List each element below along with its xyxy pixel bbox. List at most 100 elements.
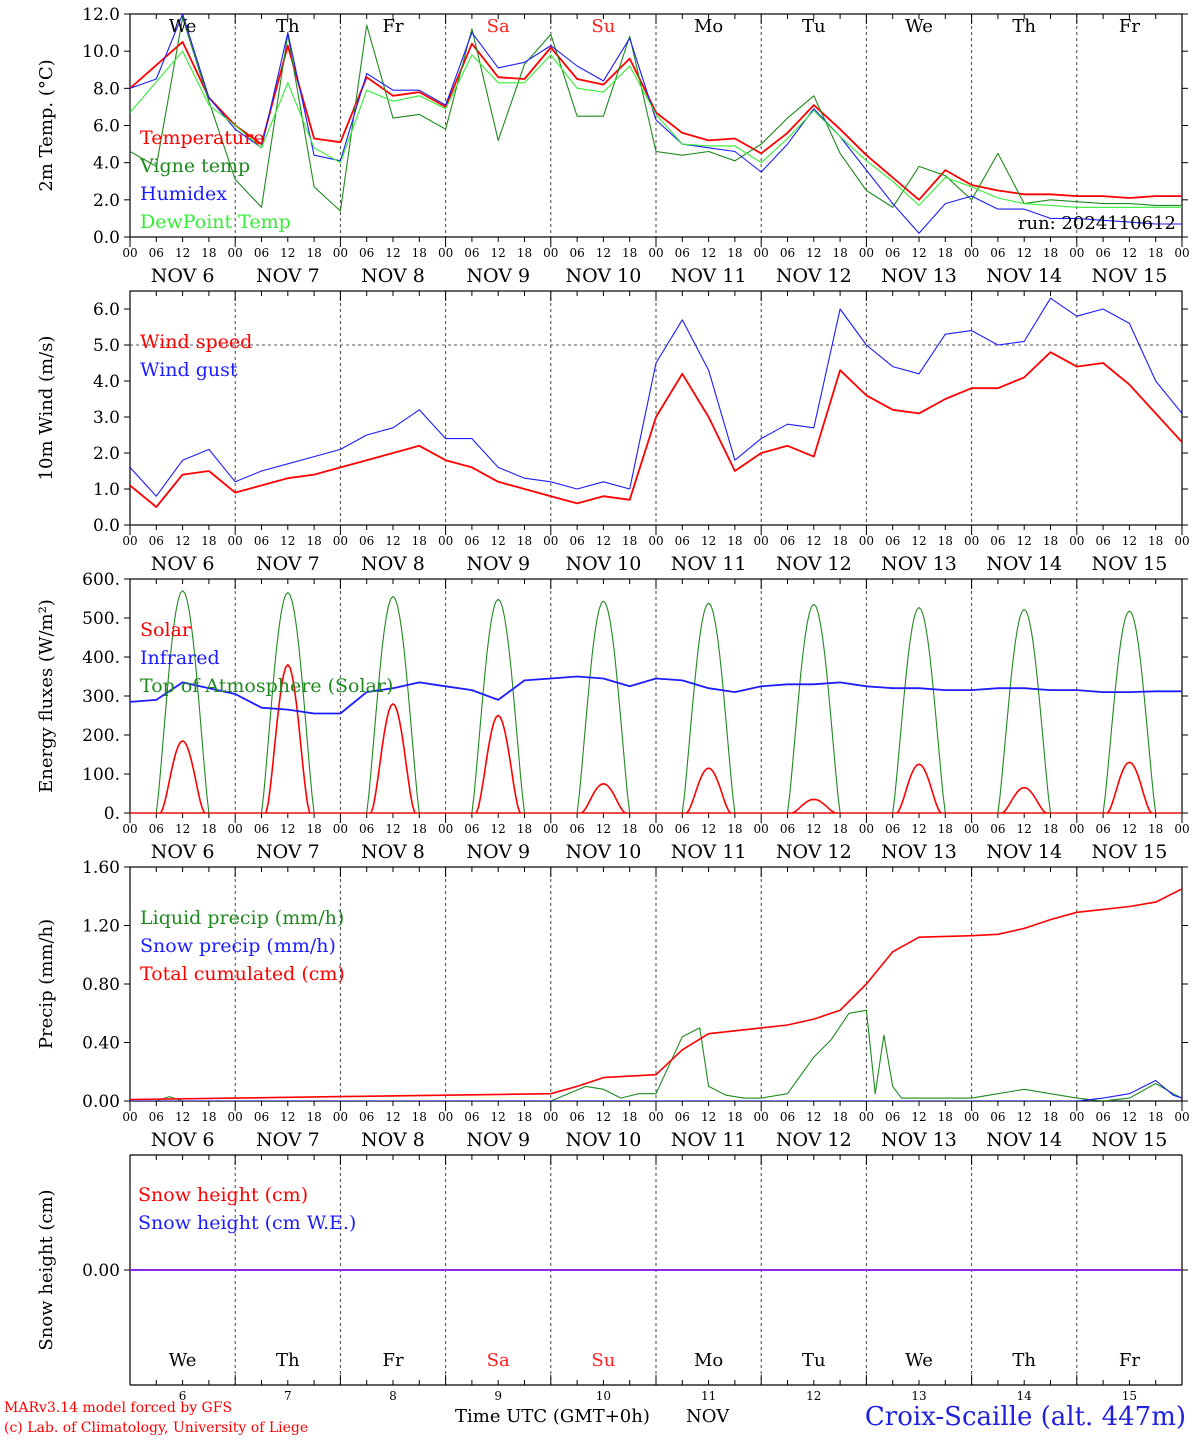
x-day-number: 12: [806, 1389, 821, 1403]
x-hour-label: 00: [648, 1110, 663, 1124]
x-hour-label: 12: [385, 534, 400, 548]
x-day-label: NOV 9: [466, 841, 530, 863]
x-hour-label: 06: [254, 822, 269, 836]
x-hour-label: 00: [1069, 534, 1084, 548]
x-day-label: NOV 13: [881, 841, 957, 863]
x-hour-label: 00: [754, 534, 769, 548]
x-day-label: NOV 15: [1091, 553, 1167, 575]
legend-entry: Total cumulated (cm): [140, 963, 345, 985]
x-hour-label: 18: [201, 822, 216, 836]
weekday-label: Fr: [382, 16, 403, 37]
weekday-label: We: [905, 16, 933, 37]
x-day-label: NOV 8: [361, 841, 425, 863]
x-hour-label: 06: [780, 822, 795, 836]
y-tick-label: 0.80: [82, 975, 120, 995]
x-hour-label: 12: [701, 822, 716, 836]
weekday-label: Su: [591, 1350, 615, 1371]
x-hour-label: 06: [359, 534, 374, 548]
x-hour-label: 18: [727, 1110, 742, 1124]
y-tick-label: 2.0: [93, 191, 120, 211]
series-line: [370, 702, 416, 813]
x-hour-label: 12: [806, 1110, 821, 1124]
weekday-label: Fr: [382, 1350, 403, 1371]
x-hour-label: 12: [280, 822, 295, 836]
weekday-label: Fr: [1119, 1350, 1140, 1371]
x-hour-label: 00: [754, 246, 769, 260]
y-tick-label: 0.00: [82, 1261, 120, 1281]
x-hour-label: 00: [1174, 534, 1189, 548]
x-day-number: 15: [1122, 1389, 1137, 1403]
y-tick-label: 10.0: [82, 42, 120, 62]
x-day-label: NOV 12: [776, 841, 852, 863]
x-hour-label: 18: [1148, 822, 1163, 836]
x-day-label: NOV 9: [466, 265, 530, 287]
x-day-label: NOV 7: [256, 553, 320, 575]
series-line: [896, 763, 942, 813]
series-line: [130, 41, 1182, 201]
x-hour-label: 00: [543, 822, 558, 836]
weekday-label: Th: [1012, 16, 1036, 37]
x-hour-label: 12: [806, 534, 821, 548]
series-line: [130, 1079, 1182, 1101]
y-tick-label: 600.: [82, 570, 120, 590]
x-hour-label: 00: [543, 1110, 558, 1124]
x-hour-label: 00: [859, 822, 874, 836]
x-hour-label: 06: [464, 246, 479, 260]
x-hour-label: 06: [254, 1110, 269, 1124]
series-line: [130, 17, 1182, 212]
month-label: NOV: [686, 1406, 730, 1427]
series-line: [475, 714, 521, 813]
series-line: [130, 297, 1182, 497]
x-hour-label: 00: [438, 246, 453, 260]
x-hour-label: 12: [491, 1110, 506, 1124]
series-line: [260, 592, 315, 813]
x-hour-label: 18: [201, 1110, 216, 1124]
x-hour-label: 18: [412, 246, 427, 260]
x-hour-label: 12: [806, 246, 821, 260]
x-hour-label: 06: [990, 822, 1005, 836]
x-hour-label: 12: [175, 1110, 190, 1124]
x-hour-label: 18: [727, 822, 742, 836]
x-day-label: NOV 8: [361, 265, 425, 287]
x-hour-label: 00: [122, 534, 137, 548]
x-hour-label: 06: [885, 822, 900, 836]
x-day-label: NOV 15: [1091, 265, 1167, 287]
y-tick-label: 4.0: [93, 372, 120, 392]
legend-entry: Top of Atmosphere (Solar): [140, 675, 393, 697]
x-hour-label: 18: [1148, 534, 1163, 548]
x-day-number: 14: [1017, 1389, 1033, 1403]
legend-entry: Temperature: [140, 127, 264, 149]
x-hour-label: 12: [701, 246, 716, 260]
x-hour-label: 12: [1017, 1110, 1032, 1124]
x-day-label: NOV 11: [671, 553, 747, 575]
series-line: [580, 782, 626, 813]
x-day-label: NOV 14: [986, 553, 1062, 575]
x-hour-label: 12: [596, 1110, 611, 1124]
x-hour-label: 00: [1069, 822, 1084, 836]
x-hour-label: 18: [1043, 1110, 1058, 1124]
x-day-label: NOV 9: [466, 553, 530, 575]
x-hour-label: 00: [543, 534, 558, 548]
series-line: [130, 50, 1182, 208]
x-hour-label: 00: [859, 534, 874, 548]
y-tick-label: 0.40: [82, 1034, 120, 1054]
x-hour-label: 18: [306, 534, 321, 548]
weekday-label: Tu: [802, 1350, 826, 1371]
legend-entry: Humidex: [140, 183, 227, 205]
x-day-label: NOV 6: [151, 553, 215, 575]
x-day-number: 6: [179, 1389, 187, 1403]
x-hour-label: 06: [780, 1110, 795, 1124]
x-day-number: 13: [911, 1389, 926, 1403]
x-hour-label: 00: [859, 1110, 874, 1124]
y-axis-label: Energy fluxes (W/m²): [36, 599, 57, 793]
x-hour-label: 00: [1174, 822, 1189, 836]
series-line: [791, 798, 836, 813]
x-hour-label: 00: [333, 1110, 348, 1124]
weekday-label: Th: [276, 16, 300, 37]
x-hour-label: 06: [149, 246, 164, 260]
series-line: [681, 602, 736, 813]
x-hour-label: 18: [832, 822, 847, 836]
x-day-label: NOV 13: [881, 265, 957, 287]
x-hour-label: 06: [359, 246, 374, 260]
